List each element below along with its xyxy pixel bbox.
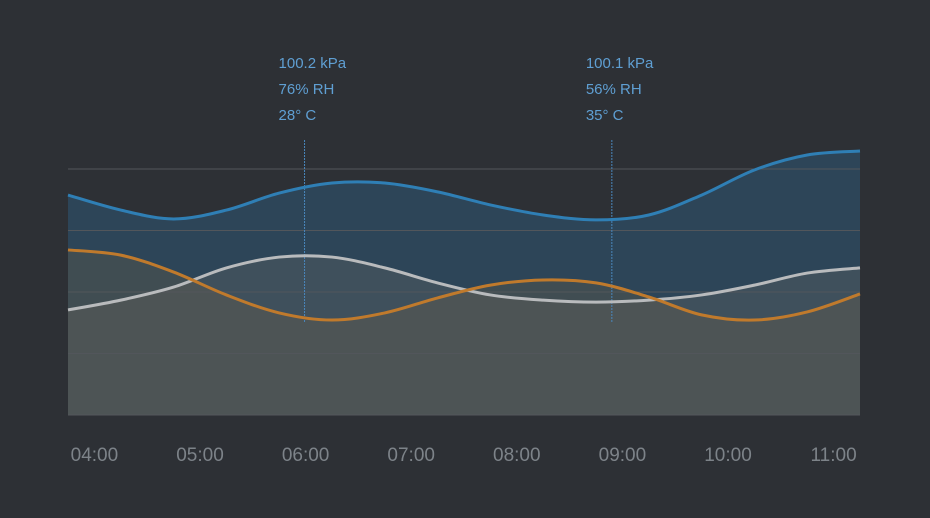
x-tick-label: 10:00 [704,445,752,466]
series-line [67,149,861,222]
x-tick-label: 07:00 [387,445,435,466]
series-area [68,151,860,416]
x-tick-label: 05:00 [176,445,224,466]
series-area [68,249,860,415]
annotation-text: 28° C [279,107,317,124]
annotation-text: 100.2 kPa [279,55,347,72]
x-tick-label: 11:00 [811,445,857,466]
annotation-text: 56% RH [586,81,642,98]
series-line [67,248,861,322]
annotation-text: 35° C [586,107,624,124]
x-tick-label: 06:00 [282,445,330,466]
x-tick-label: 04:00 [71,445,119,466]
series-area [68,255,860,415]
annotation-text: 100.1 kPa [586,55,654,72]
x-tick-label: 08:00 [493,445,541,466]
x-tick-label: 09:00 [599,445,647,466]
annotation-text: 76% RH [279,81,335,98]
